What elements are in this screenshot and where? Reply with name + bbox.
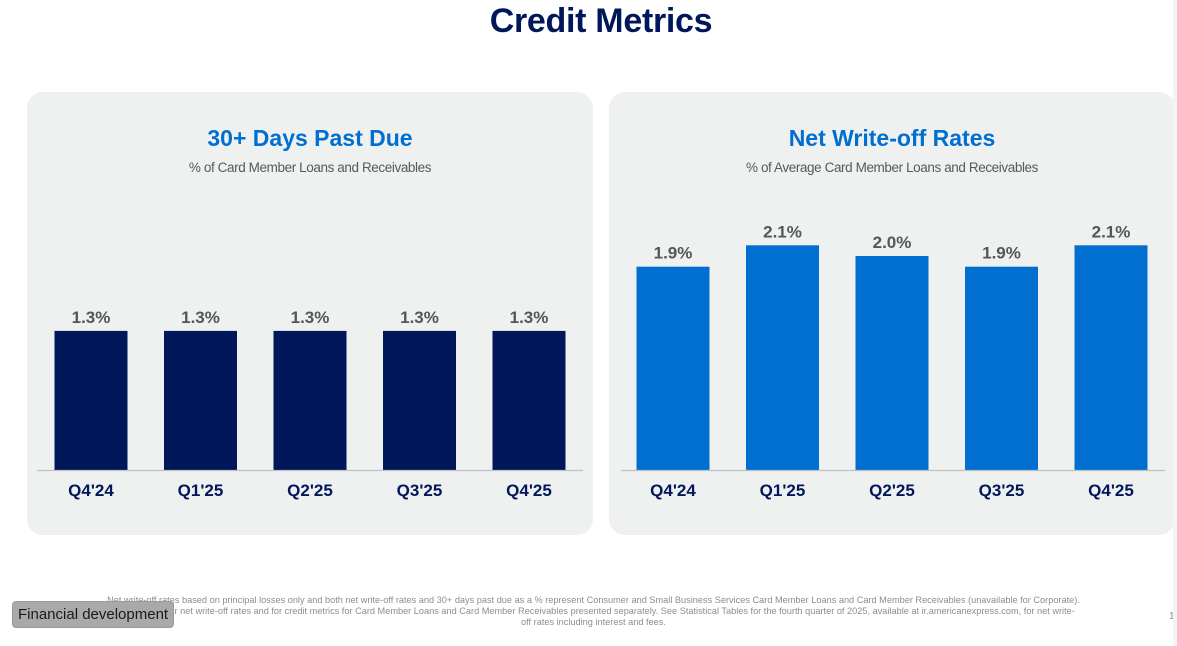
data-label: 1.3% — [400, 308, 439, 327]
footnote-line: See Annex 1 for net write-off rates and … — [112, 606, 1075, 616]
bar-q424 — [636, 266, 710, 470]
x-tick-label: Q3'25 — [979, 481, 1025, 500]
panel-net-write-off-rates: Net Write-off Rates % of Average Card Me… — [609, 92, 1175, 535]
past-due-bar-chart: 1.3% Q4'24 1.3% Q1'25 1.3% Q2'25 1.3% Q3'25 1.3%… — [37, 308, 583, 500]
bar-q125 — [164, 330, 237, 470]
scrollbar-track[interactable] — [1173, 0, 1177, 646]
x-tick-label: Q1'25 — [178, 481, 224, 500]
bar-q424 — [54, 330, 128, 470]
x-tick-label: Q2'25 — [287, 481, 333, 500]
x-tick-label: Q2'25 — [869, 481, 915, 500]
x-tick-label: Q4'25 — [1088, 481, 1134, 500]
data-label: 1.3% — [72, 308, 111, 327]
chart-subtitle: % of Average Card Member Loans and Recei… — [745, 160, 1039, 175]
page-title: Credit Metrics — [489, 2, 713, 40]
bar-q225 — [273, 330, 347, 470]
footnote-line: off rates including interest and fees. — [521, 617, 666, 627]
bar-q425 — [1074, 245, 1148, 470]
data-label: 1.3% — [181, 308, 220, 327]
data-label: 2.1% — [763, 222, 802, 241]
x-tick-label: Q4'25 — [506, 481, 552, 500]
chart-subtitle: % of Card Member Loans and Receivables — [188, 160, 432, 175]
data-label: 1.9% — [654, 244, 693, 263]
bar-q225 — [855, 256, 929, 470]
page-number: 1 — [1169, 611, 1175, 622]
net-write-off-bar-chart: 1.9% Q4'24 2.1% Q1'25 2.0% Q2'25 1.9% Q3'25 2.1%… — [621, 222, 1165, 500]
chart-title: 30+ Days Past Due — [207, 125, 413, 151]
bar-q425 — [492, 330, 566, 470]
footnote: Net write-off rates based on principal l… — [40, 595, 1147, 628]
x-tick-label: Q3'25 — [397, 481, 443, 500]
x-tick-label: Q4'24 — [68, 481, 114, 500]
bar-q325 — [383, 330, 456, 470]
panel-30-days-past-due: 30+ Days Past Due % of Card Member Loans… — [27, 92, 593, 535]
data-label: 2.1% — [1092, 222, 1131, 241]
footnote-line: Net write-off rates based on principal l… — [107, 595, 1080, 605]
x-tick-label: Q1'25 — [760, 481, 806, 500]
data-label: 1.3% — [291, 308, 330, 327]
bar-q125 — [746, 245, 819, 470]
data-label: 2.0% — [873, 233, 912, 252]
chart-title: Net Write-off Rates — [788, 125, 996, 151]
x-tick-label: Q4'24 — [650, 481, 696, 500]
data-label: 1.3% — [510, 308, 549, 327]
bar-q325 — [965, 266, 1038, 470]
data-label: 1.9% — [982, 244, 1021, 263]
financial-development-badge[interactable]: Financial development — [12, 601, 175, 628]
